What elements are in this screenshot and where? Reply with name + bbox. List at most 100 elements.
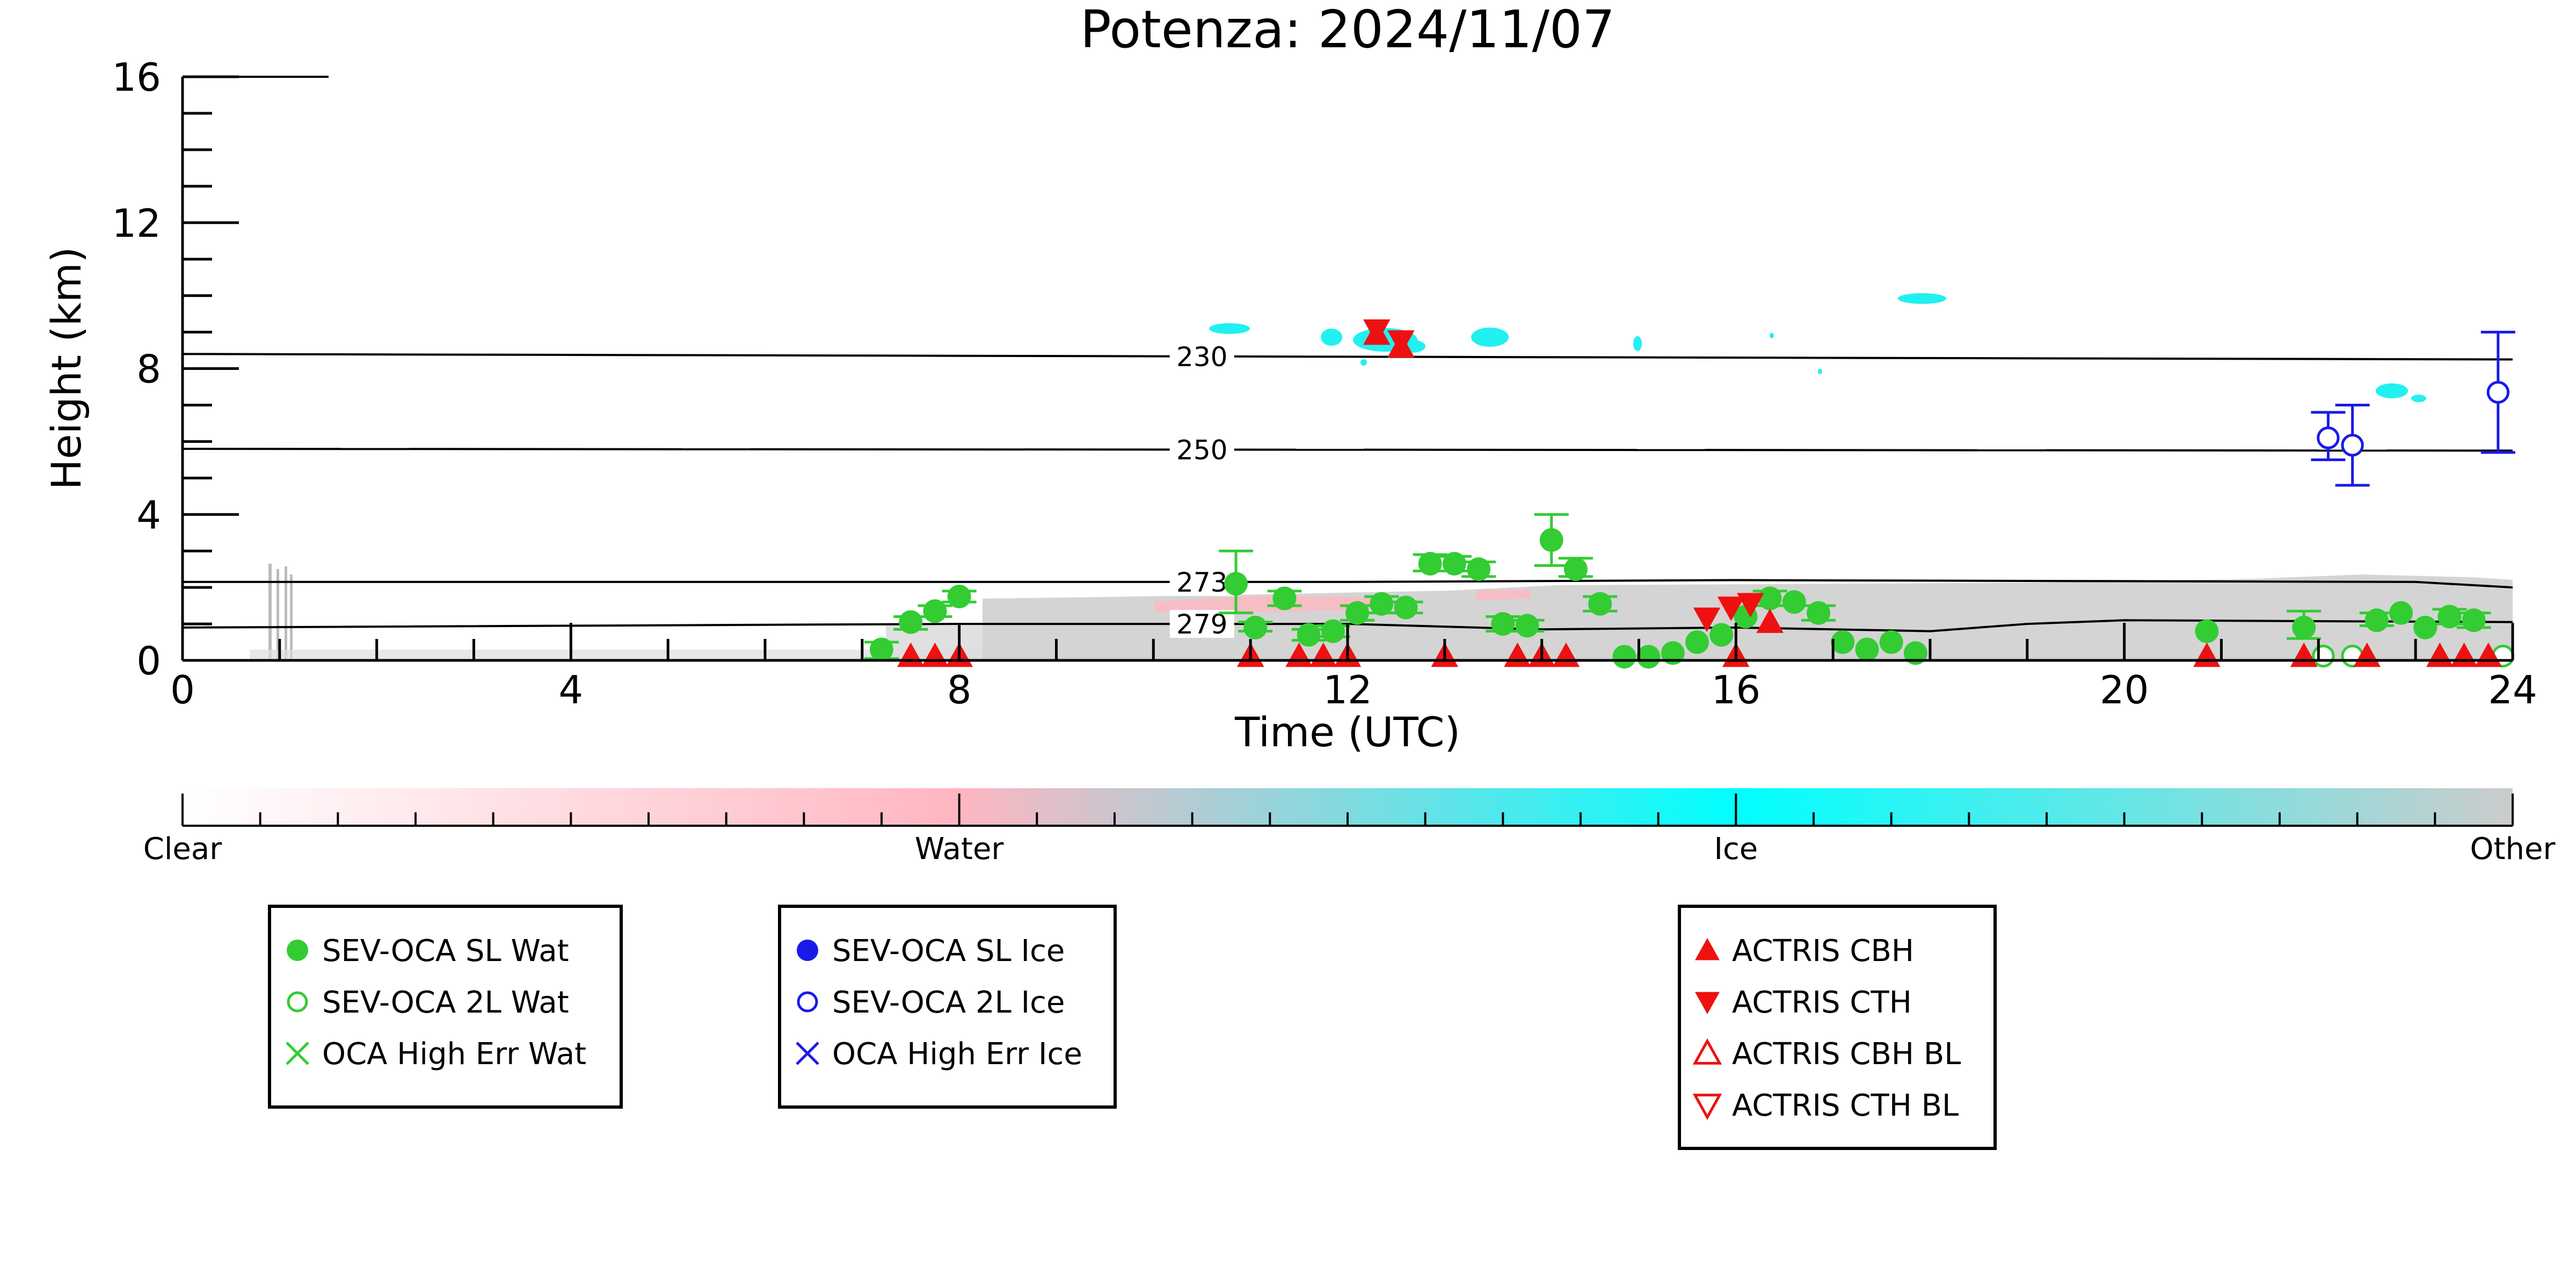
data-point (1879, 630, 1903, 654)
data-point (1394, 595, 1418, 620)
y-axis-label: Height (km) (42, 247, 90, 490)
data-point (2413, 615, 2437, 639)
legend-label: SEV-OCA 2L Wat (322, 985, 569, 1020)
y-tick-label: 8 (136, 347, 161, 392)
legend-frame (1678, 905, 1997, 1150)
data-point (1807, 601, 1831, 625)
legend-marker (287, 991, 308, 1013)
ice-cloud-patch (1471, 328, 1509, 347)
data-point (1442, 551, 1466, 576)
data-point (1363, 319, 1391, 344)
data-point (1515, 614, 1539, 638)
legend-label: SEV-OCA SL Ice (832, 934, 1065, 969)
isotherm-label-bg (1169, 342, 1234, 370)
data-point (1758, 586, 1782, 610)
isotherm-label-bg (1169, 567, 1234, 596)
legend-label: ACTRIS CBH BL (1732, 1037, 1961, 1072)
data-point (2317, 426, 2340, 449)
legends: SEV-OCA SL Wat SEV-OCA 2L Wat OCA High Err… (268, 905, 1997, 1150)
data-point (1636, 645, 1661, 669)
x-tick-label: 8 (947, 667, 972, 712)
chart-title: Potenza: 2024/11/07 (1080, 0, 1615, 60)
data-point (923, 599, 947, 623)
data-point (1661, 641, 1685, 665)
data-point (1467, 557, 1491, 581)
water-cloud-region (1154, 596, 1374, 612)
data-point (947, 585, 971, 609)
data-point (1563, 557, 1588, 581)
colorbar-label: Clear (143, 832, 222, 867)
ice-cloud-patch (1360, 359, 1367, 366)
legend-marker (797, 940, 818, 961)
ice-cloud-patch (1209, 323, 1250, 334)
ice-cloud-patch (2411, 395, 2426, 402)
data-point (2195, 619, 2219, 643)
data-point (1272, 586, 1297, 610)
data-point (1491, 612, 1515, 636)
data-point (1855, 637, 1879, 661)
isotherm-line (182, 447, 2513, 452)
colorbar: Clear Water Ice Other (143, 788, 2556, 867)
cross-stroke (286, 1042, 309, 1065)
data-point (1345, 601, 1370, 625)
y-ticks: 0 4 8 12 16 (112, 55, 239, 683)
x-tick-label: 12 (1323, 667, 1372, 712)
data-point (1693, 607, 1721, 632)
data-point (1756, 608, 1784, 633)
ice-cloud-patch (1898, 293, 1946, 304)
data-point (2486, 381, 2510, 404)
data-point (2437, 605, 2462, 629)
isotherm-label: 230 (1176, 341, 1227, 373)
isotherm-line (182, 353, 2513, 361)
data-point (1588, 592, 1612, 616)
ice-cloud-patch (1321, 329, 1342, 346)
x-tick-label: 0 (170, 667, 195, 712)
other-cloud-column (250, 650, 983, 660)
data-point (1418, 551, 1442, 576)
legend-box: SEV-OCA SL Wat SEV-OCA 2L Wat OCA High Err… (268, 905, 623, 1109)
legend-marker (1692, 1094, 1722, 1120)
legend-marker (286, 1042, 309, 1065)
legend-label: OCA High Err Wat (322, 1037, 586, 1072)
x-tick-label: 4 (558, 667, 583, 712)
y-tick-label: 12 (112, 201, 161, 246)
legend-label: ACTRIS CTH (1732, 985, 1912, 1020)
colorbar-label: Other (2470, 832, 2556, 867)
legend-label: ACTRIS CBH (1732, 934, 1914, 969)
legend-marker (1695, 938, 1720, 960)
x-tick-label: 16 (1712, 667, 1761, 712)
data-point (2312, 644, 2335, 668)
data-point (1370, 592, 1394, 616)
data-point (1387, 330, 1415, 355)
colorbar-label: Ice (1714, 832, 1758, 867)
legend-marker (796, 1042, 819, 1065)
water-cloud-region (1476, 590, 1530, 600)
data-point (1539, 528, 1563, 552)
legend-label: OCA High Err Ice (832, 1037, 1082, 1072)
other-cloud-column (290, 574, 293, 660)
legend-label: SEV-OCA SL Wat (322, 934, 569, 969)
legend-label: ACTRIS CTH BL (1732, 1088, 1959, 1123)
other-cloud-column (276, 569, 279, 660)
legend-frame (778, 905, 1117, 1109)
x-axis-label: Time (UTC) (1234, 708, 1460, 756)
colorbar-labels: Clear Water Ice Other (143, 832, 2556, 867)
data-point (2389, 601, 2413, 625)
data-point (1321, 619, 1345, 643)
legend-marker (287, 940, 308, 961)
colorbar-label: Water (915, 832, 1005, 867)
legend-label: SEV-OCA 2L Ice (832, 985, 1065, 1020)
data-point (899, 610, 923, 634)
axes: 0 4 8 12 16 20 24 0 4 8 12 16 Time (UTC) Height (k… (42, 55, 2537, 756)
isotherm-label: 273 (1176, 567, 1227, 598)
ice-cloud-patch (2376, 383, 2408, 398)
data-point (2364, 608, 2389, 632)
data-point (1831, 630, 1855, 654)
data-point (1612, 645, 1636, 669)
legend-marker (1695, 992, 1720, 1014)
data-point (1903, 641, 1927, 665)
legend-frame (268, 905, 623, 1109)
